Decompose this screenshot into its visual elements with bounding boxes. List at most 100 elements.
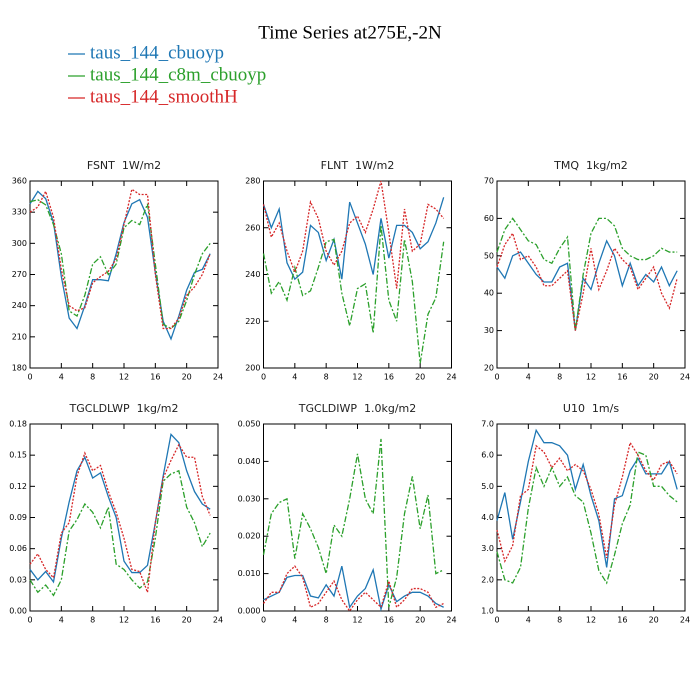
panel-title: U10 1m/s (563, 402, 619, 415)
x-tick-label: 4 (292, 616, 297, 625)
y-tick-label: 20 (484, 364, 494, 373)
x-tick-label: 12 (586, 373, 596, 382)
x-tick-label: 4 (59, 616, 64, 625)
y-tick-label: 0.12 (9, 482, 27, 491)
y-tick-label: 0.040 (238, 457, 261, 466)
x-tick-label: 20 (415, 616, 425, 625)
plot-frame (263, 423, 452, 612)
y-tick-label: 240 (245, 270, 260, 279)
y-tick-label: 2.0 (481, 575, 494, 584)
y-tick-label: 7.0 (481, 420, 494, 429)
plot-frame (263, 180, 452, 369)
x-tick-label: 20 (182, 373, 192, 382)
y-tick-label: 0.050 (238, 420, 261, 429)
y-tick-label: 0.09 (9, 513, 27, 522)
y-tick-label: 0.00 (9, 607, 27, 616)
y-tick-label: 270 (12, 270, 27, 279)
y-tick-label: 4.0 (481, 513, 494, 522)
legend-label: taus_144_cbuoyp (90, 42, 224, 63)
x-tick-label: 20 (649, 616, 659, 625)
series-line (263, 565, 444, 612)
x-tick-label: 16 (617, 373, 627, 382)
x-tick-label: 16 (384, 616, 394, 625)
x-tick-label: 8 (90, 373, 95, 382)
x-tick-label: 12 (586, 616, 596, 625)
panel-title: TGCLDLWP 1kg/m2 (69, 402, 179, 415)
x-tick-label: 24 (213, 616, 223, 625)
x-tick-label: 8 (90, 616, 95, 625)
series-line (262, 197, 445, 281)
panel-title: FSNT 1W/m2 (87, 159, 161, 172)
x-tick-label: 0 (27, 373, 32, 382)
y-tick-label: 30 (484, 326, 494, 335)
x-tick-label: 24 (213, 373, 223, 382)
y-tick-label: 70 (484, 177, 494, 186)
x-tick-label: 0 (494, 373, 499, 382)
x-tick-label: 0 (494, 616, 499, 625)
x-tick-label: 8 (557, 616, 562, 625)
x-tick-label: 12 (352, 373, 362, 382)
x-tick-label: 12 (352, 616, 362, 625)
y-tick-label: 0.15 (9, 451, 27, 460)
y-tick-label: 3.0 (481, 544, 494, 553)
legend-label: taus_144_c8m_cbuoyp (90, 64, 266, 85)
y-tick-label: 60 (484, 214, 494, 223)
x-tick-label: 8 (324, 373, 329, 382)
x-tick-label: 16 (150, 616, 160, 625)
x-tick-label: 0 (27, 616, 32, 625)
series-line (262, 565, 444, 613)
x-tick-label: 0 (261, 373, 266, 382)
plot-frame (496, 423, 686, 612)
x-tick-label: 12 (119, 616, 129, 625)
y-tick-label: 0.000 (238, 607, 261, 616)
x-tick-label: 4 (292, 373, 297, 382)
y-tick-label: 220 (245, 317, 260, 326)
y-tick-label: 0.06 (9, 544, 27, 553)
x-tick-label: 12 (119, 373, 129, 382)
y-tick-label: 6.0 (481, 451, 494, 460)
series-line (496, 451, 678, 585)
x-tick-label: 4 (526, 616, 531, 625)
y-tick-label: 0.03 (9, 575, 27, 584)
x-tick-label: 8 (557, 373, 562, 382)
y-tick-label: 180 (12, 364, 27, 373)
y-tick-label: 0.010 (238, 569, 261, 578)
series-line (29, 443, 211, 593)
y-tick-label: 0.18 (9, 420, 27, 429)
legend-label: taus_144_smoothH (90, 86, 238, 107)
series-line (29, 190, 211, 341)
y-tick-label: 5.0 (481, 482, 494, 491)
x-tick-label: 24 (680, 616, 690, 625)
plot-frame (29, 180, 219, 369)
series-line (29, 188, 211, 330)
y-tick-label: 240 (12, 301, 27, 310)
y-tick-label: 300 (12, 239, 27, 248)
figure-title: Time Series at275E,-2N (258, 22, 442, 43)
y-tick-label: 50 (484, 251, 494, 260)
series-line (496, 217, 678, 331)
series-line (262, 438, 444, 608)
series-line (496, 428, 678, 568)
x-tick-label: 24 (446, 616, 456, 625)
y-tick-label: 0.020 (238, 532, 261, 541)
panel-title: TGCLDIWP 1.0kg/m2 (298, 402, 417, 415)
plot-frame (29, 423, 219, 612)
x-tick-label: 20 (415, 373, 425, 382)
x-tick-label: 20 (182, 616, 192, 625)
panel-title: FLNT 1W/m2 (321, 159, 395, 172)
x-tick-label: 0 (261, 616, 266, 625)
y-tick-label: 210 (12, 332, 27, 341)
x-tick-label: 16 (384, 373, 394, 382)
y-tick-label: 40 (484, 289, 494, 298)
x-tick-label: 4 (59, 373, 64, 382)
x-tick-label: 16 (150, 373, 160, 382)
x-tick-label: 24 (446, 373, 456, 382)
y-tick-label: 280 (245, 177, 260, 186)
y-tick-label: 260 (245, 223, 260, 232)
y-tick-label: 330 (12, 208, 27, 217)
x-tick-label: 16 (617, 616, 627, 625)
x-tick-label: 8 (324, 616, 329, 625)
series-line (496, 441, 678, 563)
y-tick-label: 200 (245, 364, 260, 373)
